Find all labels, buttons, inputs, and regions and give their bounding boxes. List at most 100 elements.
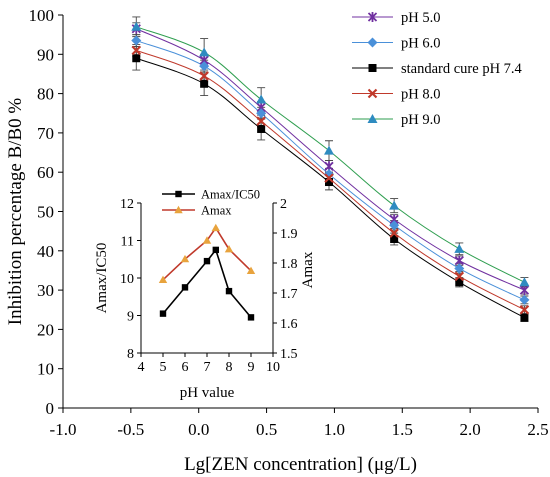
data-point — [131, 45, 142, 56]
data-point — [131, 21, 142, 31]
y-tick-label: 30 — [37, 281, 54, 300]
inset-y2-tick-label: 2 — [280, 197, 287, 212]
x-tick-label: 2.0 — [460, 420, 481, 439]
inset-legend-marker — [175, 190, 182, 198]
inset-series-line-1 — [162, 226, 252, 281]
data-point — [455, 278, 464, 287]
data-point — [325, 178, 333, 187]
legend-label: pH 5.0 — [401, 10, 440, 26]
x-tick-label: -1.0 — [50, 420, 77, 439]
inset-data-point — [180, 254, 190, 263]
inset-data-point — [159, 310, 167, 317]
inset-x-tick-label: 4 — [138, 360, 145, 375]
data-point — [519, 294, 530, 305]
y-tick-label: 70 — [37, 124, 54, 143]
inset-y2-tick-label: 1.7 — [280, 287, 298, 302]
y-tick-label: 0 — [46, 399, 55, 418]
legend-marker — [367, 114, 378, 123]
inset-x-tick-label: 9 — [248, 360, 255, 375]
data-point — [454, 243, 465, 253]
data-point — [132, 54, 141, 63]
inset-x-tick-label: 10 — [266, 360, 280, 375]
inset-legend-marker — [174, 205, 183, 214]
inset-data-point — [246, 266, 256, 274]
data-point — [389, 228, 399, 238]
x-tick-label: 1.5 — [392, 420, 413, 439]
inset-x-tick-label: 5 — [160, 360, 167, 375]
data-point — [199, 71, 209, 81]
data-point — [454, 271, 465, 282]
inset-y2-tick-label: 1.9 — [280, 227, 298, 242]
inset-x-tick-label: 8 — [226, 360, 233, 375]
data-point — [520, 313, 529, 322]
inset-legend-label: Amax/IC50 — [201, 188, 260, 202]
inset-y-tick-label: 11 — [121, 235, 134, 250]
data-point — [390, 235, 399, 244]
legend-label: standard cure pH 7.4 — [401, 61, 523, 77]
legend-label: pH 9.0 — [401, 112, 440, 128]
y-tick-label: 40 — [37, 242, 54, 261]
inset-y-tick-label: 9 — [127, 310, 134, 325]
inset-data-point — [224, 245, 234, 253]
x-axis-title: Lg[ZEN concentration] (μg/L) — [184, 454, 417, 475]
x-tick-label: 2.5 — [527, 420, 548, 439]
y-tick-label: 80 — [37, 85, 54, 104]
x-tick-label: 0.5 — [256, 420, 277, 439]
inset-y-tick-label: 12 — [120, 197, 134, 212]
inset-y2-tick-label: 1.5 — [280, 347, 298, 362]
data-point — [519, 277, 530, 287]
inset-legend-label: Amax — [201, 204, 232, 218]
y-tick-label: 50 — [37, 203, 54, 222]
legend-marker — [367, 12, 378, 22]
y-tick-label: 20 — [37, 320, 54, 339]
x-tick-label: -0.5 — [117, 420, 144, 439]
data-point — [199, 61, 210, 72]
inset-x-tick-label: 6 — [182, 360, 189, 375]
inset-y2-tick-label: 1.8 — [280, 257, 298, 272]
inset-data-point — [212, 246, 219, 254]
data-point — [256, 116, 266, 126]
data-point — [324, 145, 334, 155]
inset-x-axis-title: pH value — [180, 385, 235, 401]
x-tick-label: 0.0 — [188, 420, 209, 439]
x-tick-label: 1.0 — [324, 420, 345, 439]
series-line-2 — [136, 57, 525, 319]
y-tick-label: 60 — [37, 163, 54, 182]
inset-y-tick-label: 8 — [127, 347, 134, 362]
inset-data-point — [202, 236, 212, 244]
inset-data-point — [225, 287, 233, 295]
data-point — [389, 220, 400, 231]
y-tick-label: 100 — [29, 6, 55, 25]
y-tick-label: 10 — [37, 360, 54, 379]
y-axis-title: Inhibition percentage B/B0 % — [5, 98, 26, 326]
inset-x-tick-label: 7 — [204, 360, 211, 375]
legend-marker — [367, 37, 378, 48]
inset-data-point — [211, 223, 220, 232]
inset-data-point — [247, 314, 255, 321]
data-point — [199, 47, 210, 57]
data-point — [256, 94, 267, 104]
data-point — [200, 79, 209, 88]
data-point — [256, 108, 267, 119]
inset-data-point — [158, 275, 168, 283]
inset-y2-tick-label: 1.6 — [280, 317, 298, 332]
data-point — [519, 304, 530, 315]
data-point — [389, 200, 400, 210]
inset-y2-axis-title: Amax — [300, 251, 316, 288]
y-tick-label: 90 — [37, 45, 54, 64]
inset-data-point — [181, 284, 189, 291]
data-point — [519, 285, 530, 296]
inset-y-axis-title: Amax/IC50 — [94, 243, 110, 314]
data-point — [454, 263, 465, 274]
inset-y-tick-label: 10 — [120, 272, 134, 287]
inset-series-line-0 — [162, 248, 252, 318]
data-point — [324, 173, 334, 183]
data-point — [131, 35, 142, 46]
data-point — [257, 124, 266, 133]
legend-marker — [368, 64, 377, 72]
inset-data-point — [203, 257, 211, 265]
legend-label: pH 8.0 — [401, 87, 440, 103]
legend-marker — [367, 88, 378, 99]
